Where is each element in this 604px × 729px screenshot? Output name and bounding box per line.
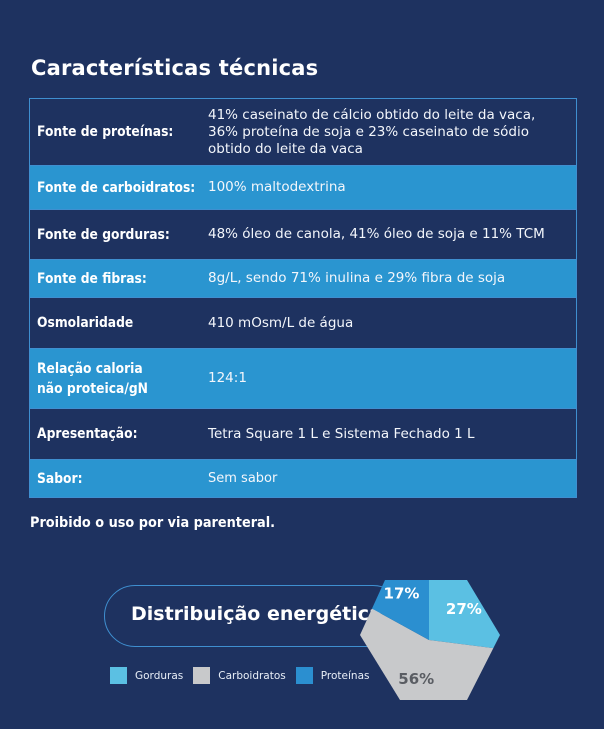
row-label-line2: não proteica/gN <box>37 380 148 397</box>
legend-item-proteinas: Proteínas <box>295 667 370 684</box>
legend-swatch-gorduras <box>110 667 127 684</box>
page-title: Características técnicas <box>31 56 319 80</box>
table-row-sabor: Sabor: Sem sabor <box>30 459 576 497</box>
legend-label-proteinas: Proteínas <box>320 669 370 682</box>
table-row-gorduras: Fonte de gorduras: 48% óleo de canola, 4… <box>30 209 576 259</box>
energy-pie-chart: 27% 56% 17% <box>360 580 500 700</box>
table-row-fibras: Fonte de fibras: 8g/L, sendo 71% inulina… <box>30 259 576 297</box>
pie-label-gorduras: 27% <box>446 600 482 618</box>
table-row-apresentacao: Apresentação: Tetra Square 1 L e Sistema… <box>30 408 576 459</box>
row-label: Sabor: <box>37 470 83 487</box>
row-label: Osmolaridade <box>37 315 134 331</box>
row-value: 48% óleo de canola, 41% óleo de soja e 1… <box>208 226 545 242</box>
row-label: Fonte de carboidratos: <box>37 179 196 196</box>
legend-item-carboidratos: Carboidratos <box>193 667 286 684</box>
pie-slice-proteinas <box>360 580 429 640</box>
legend-swatch-proteinas <box>295 667 313 684</box>
row-value: 8g/L, sendo 71% inulina e 29% fibra de s… <box>208 270 506 286</box>
table-row-osmolaridade: Osmolaridade 410 mOsm/L de água <box>30 297 576 348</box>
row-value: Sem sabor <box>208 471 278 486</box>
row-value: 410 mOsm/L de água <box>208 314 354 331</box>
table-row-relacao: Relação caloria não proteica/gN 124:1 <box>30 348 576 408</box>
row-label: Fonte de proteínas: <box>37 124 174 140</box>
row-label: Relação caloria não proteica/gN <box>30 359 180 399</box>
legend-label-gorduras: Gorduras <box>135 669 184 682</box>
table-row-carboidratos: Fonte de carboidratos: 100% maltodextrin… <box>30 165 576 209</box>
pie-label-carboidratos: 56% <box>398 670 434 688</box>
row-value: 124:1 <box>208 370 247 386</box>
specs-table: Fonte de proteínas: 41% caseinato de cál… <box>29 98 577 498</box>
row-label: Apresentação: <box>37 426 138 442</box>
legend-swatch-carboidratos <box>193 667 211 684</box>
row-label: Fonte de gorduras: <box>37 226 170 243</box>
pie-slice-carboidratos <box>360 589 500 700</box>
table-row-proteinas: Fonte de proteínas: 41% caseinato de cál… <box>30 99 576 165</box>
row-value: 100% maltodextrina <box>208 179 346 195</box>
parenteral-warning: Proibido o uso por via parenteral. <box>30 515 276 531</box>
pie-label-proteinas: 17% <box>384 585 420 603</box>
legend-item-gorduras: Gorduras <box>110 667 183 684</box>
legend-label-carboidratos: Carboidratos <box>218 669 286 682</box>
chart-legend: Gorduras Carboidratos Proteínas <box>110 667 379 684</box>
row-label: Fonte de fibras: <box>37 270 147 287</box>
row-label-line1: Relação caloria <box>37 360 143 377</box>
row-value: Tetra Square 1 L e Sistema Fechado 1 L <box>208 425 475 442</box>
energy-title: Distribuição energética <box>131 603 382 625</box>
row-value: 41% caseinato de cálcio obtido do leite … <box>208 106 536 157</box>
